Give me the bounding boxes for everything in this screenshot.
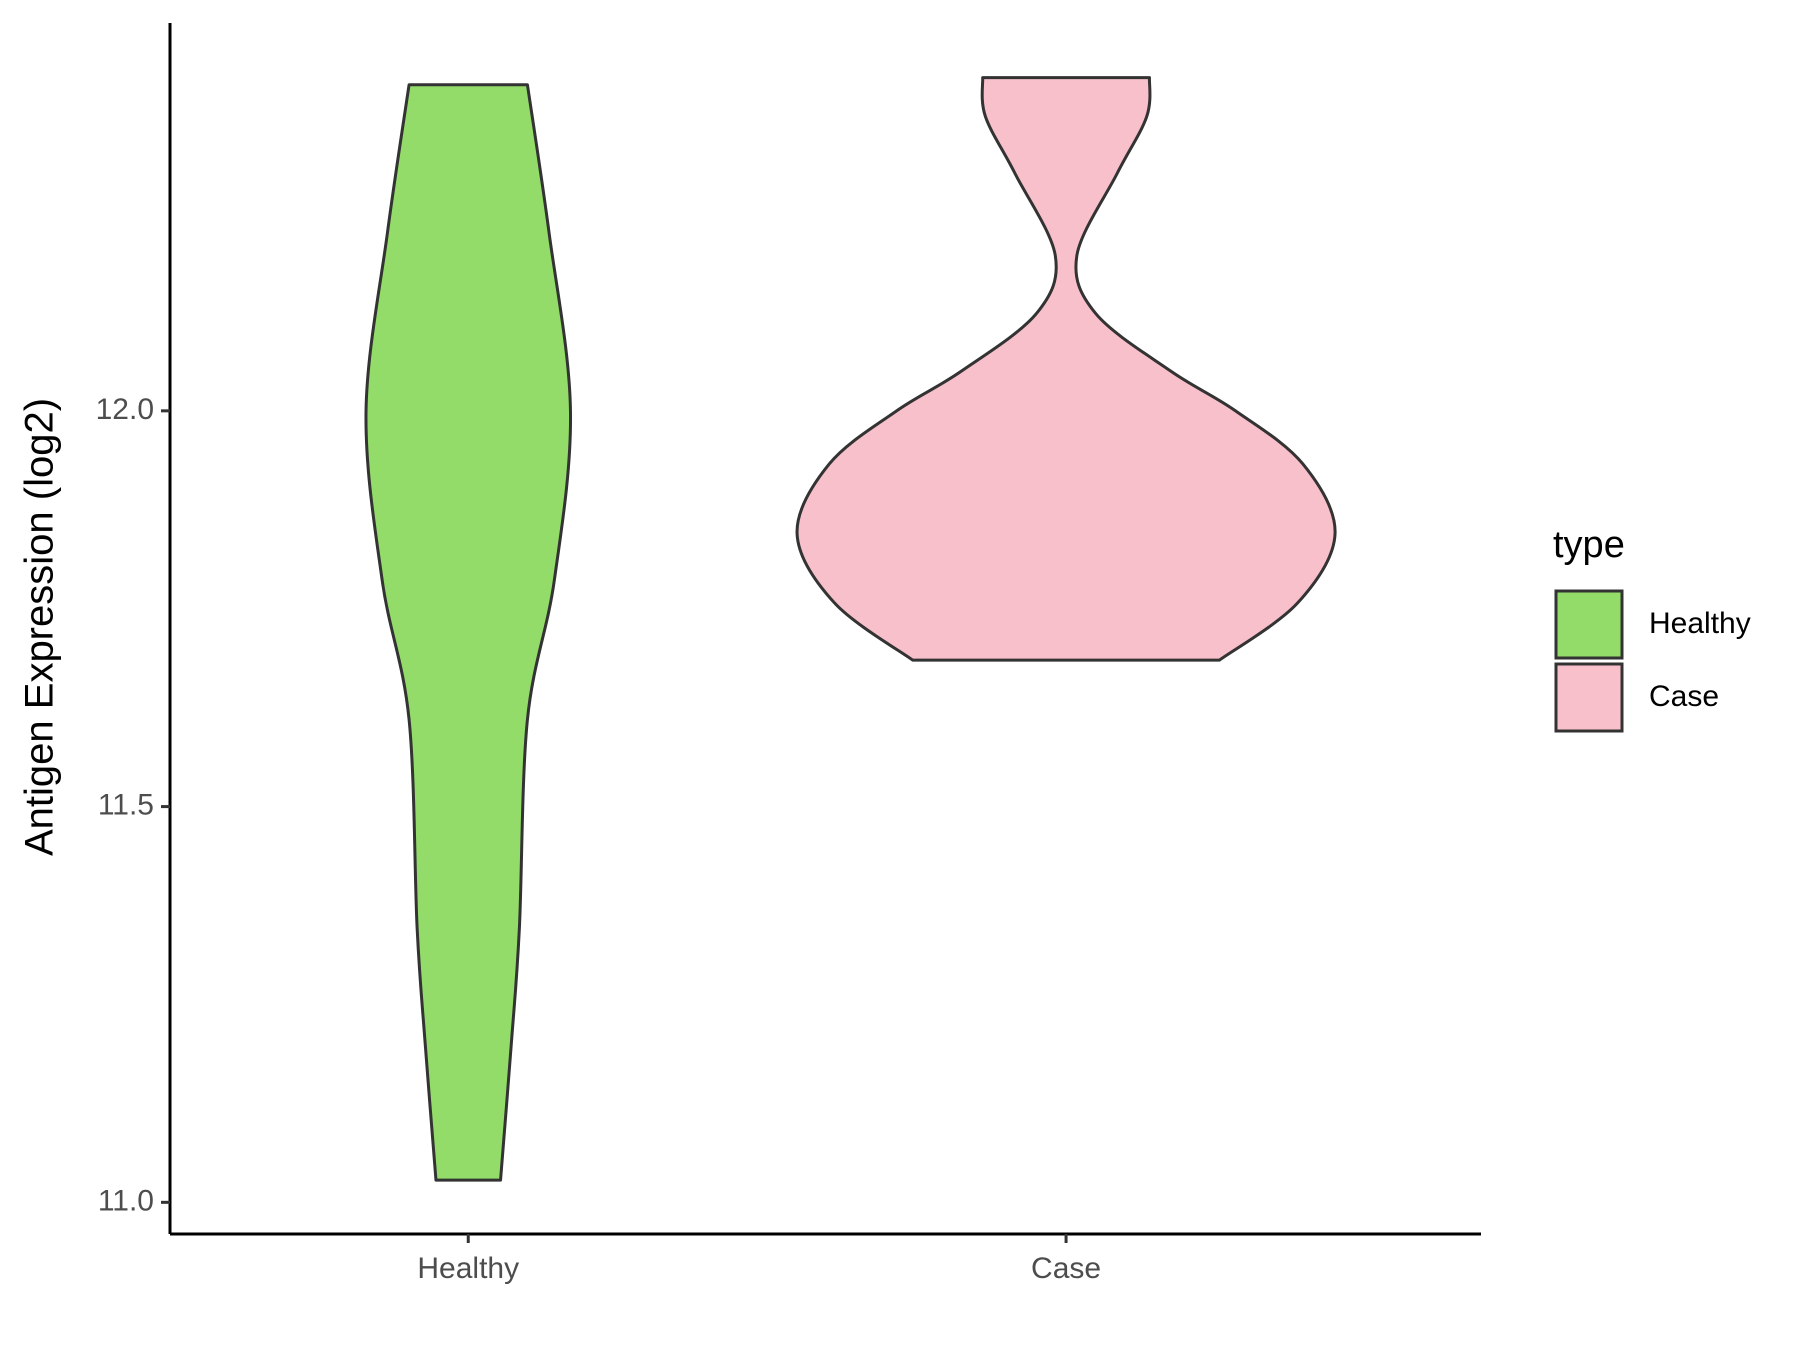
x-tick-label: Healthy	[417, 1252, 519, 1285]
legend-key	[1554, 662, 1624, 733]
legend-label: Healthy	[1649, 607, 1751, 640]
x-tick-label: Case	[1031, 1252, 1101, 1285]
legend-key	[1554, 589, 1624, 660]
legend-title: type	[1553, 524, 1625, 566]
y-tick-label: 11.5	[98, 789, 154, 822]
y-axis-title: Antigen Expression (log2)	[18, 398, 62, 856]
violin	[364, 83, 573, 1182]
y-tick-label: 11.0	[98, 1184, 154, 1217]
y-tick-label: 12.0	[96, 393, 154, 426]
legend-label: Case	[1649, 680, 1719, 713]
violin	[795, 76, 1337, 662]
